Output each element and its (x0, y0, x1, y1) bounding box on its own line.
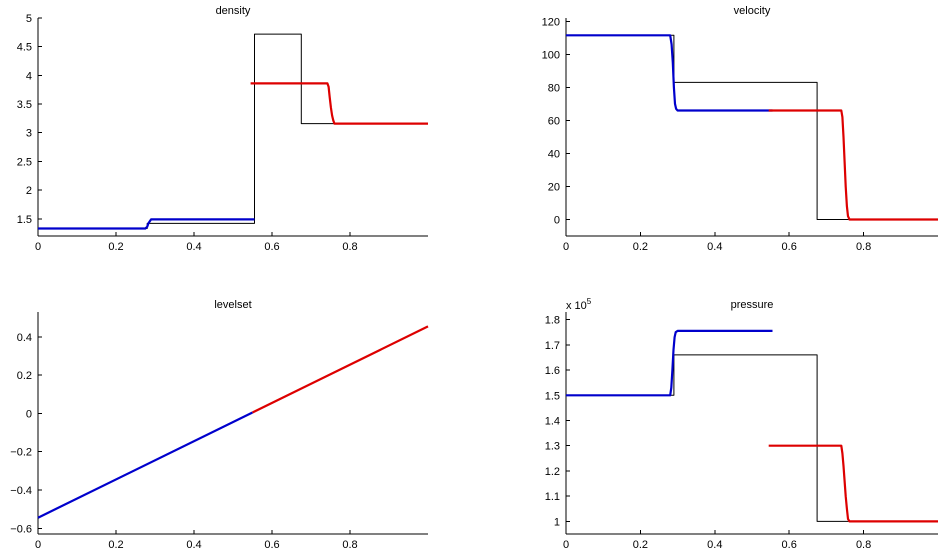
density-x-tick-label: 0 (35, 241, 41, 253)
pressure-y-tick-label: 1.4 (545, 415, 560, 427)
velocity-series-line-2 (768, 109, 938, 221)
pressure-x-tick-label: 0.8 (856, 539, 871, 551)
pressure-y-tick-label: 1 (554, 516, 560, 528)
velocity-x-tick-label: 0.2 (633, 241, 648, 253)
levelset-x-tick-label: 0.2 (108, 539, 123, 551)
pressure-y-tick-label: 1.7 (545, 340, 560, 352)
velocity-x-tick-label: 0 (563, 241, 569, 253)
pressure-exponent-label: x 105 (566, 297, 592, 312)
velocity-y-tick-label: 80 (548, 82, 560, 94)
density-y-tick-label: 4 (26, 70, 32, 82)
levelset-y-tick-label: −0.6 (10, 523, 32, 535)
velocity-series-line-1 (566, 34, 773, 112)
levelset-series-line-1 (252, 325, 429, 414)
density-y-tick-label: 4.5 (17, 42, 32, 54)
pressure-x-tick-label: 0.2 (633, 539, 648, 551)
density-y-tick-label: 3 (26, 128, 32, 140)
levelset-panel: 0 0.2 0.4 0.6 0.8 −0.6 −0.4 −0.2 0 0.2 0.4 levelset (10, 299, 429, 551)
velocity-y-tick-label: 0 (554, 214, 560, 226)
pressure-exponent-base: x 10 (566, 300, 587, 312)
levelset-title: levelset (214, 299, 251, 311)
density-y-tick-label: 1.5 (17, 214, 32, 226)
density-x-tick-label: 0.8 (342, 241, 357, 253)
density-y-tick-label: 3.5 (17, 99, 32, 111)
levelset-y-tick-label: 0 (26, 408, 32, 420)
velocity-y-tick-label: 100 (542, 49, 560, 61)
pressure-exponent-power: 5 (587, 297, 592, 306)
density-y-tick-label: 2.5 (17, 156, 32, 168)
pressure-y-tick-label: 1.2 (545, 466, 560, 478)
density-panel: 0 0.2 0.4 0.6 0.8 1.5 2 2.5 3 3.5 4 4.5 5 density (17, 5, 428, 253)
levelset-y-tick-label: −0.2 (10, 447, 32, 459)
velocity-panel: 0 0.2 0.4 0.6 0.8 0 20 40 60 80 100 120 velocity (542, 5, 938, 253)
density-x-tick-label: 0.6 (264, 241, 279, 253)
velocity-y-tick-label: 20 (548, 181, 560, 193)
pressure-y-tick-label: 1.1 (545, 491, 560, 503)
levelset-y-tick-label: −0.4 (10, 485, 32, 497)
levelset-x-tick-label: 0.4 (186, 539, 201, 551)
levelset-x-tick-label: 0.6 (264, 539, 279, 551)
density-x-tick-label: 0.4 (186, 241, 201, 253)
density-series-line-0 (38, 33, 428, 229)
velocity-y-tick-label: 60 (548, 115, 560, 127)
density-series-line-1 (38, 218, 255, 230)
levelset-x-tick-label: 0 (35, 539, 41, 551)
pressure-series-line-0 (566, 354, 938, 522)
pressure-panel: 0 0.2 0.4 0.6 0.8 1 1.1 1.2 1.3 1.4 1.5 1.6 1.7 1.8 pr… (545, 297, 938, 551)
pressure-y-tick-label: 1.8 (545, 315, 560, 327)
pressure-x-tick-label: 0.4 (707, 539, 722, 551)
levelset-series-line-0 (37, 411, 253, 519)
velocity-title: velocity (734, 5, 771, 17)
pressure-series-line-1 (566, 329, 773, 397)
levelset-x-tick-label: 0.8 (342, 539, 357, 551)
pressure-x-tick-label: 0.6 (782, 539, 797, 551)
velocity-series-line-0 (566, 34, 938, 220)
pressure-y-tick-label: 1.3 (545, 441, 560, 453)
velocity-x-tick-label: 0.6 (782, 241, 797, 253)
density-y-tick-label: 5 (26, 13, 32, 25)
velocity-x-tick-label: 0.8 (856, 241, 871, 253)
levelset-y-tick-label: 0.2 (17, 370, 32, 382)
velocity-y-tick-label: 40 (548, 148, 560, 160)
velocity-y-tick-label: 120 (542, 16, 560, 28)
density-y-tick-label: 2 (26, 185, 32, 197)
pressure-series-line-2 (768, 444, 938, 523)
velocity-x-tick-label: 0.4 (707, 241, 722, 253)
pressure-y-tick-label: 1.6 (545, 365, 560, 377)
pressure-y-tick-label: 1.5 (545, 390, 560, 402)
density-series-line-2 (250, 82, 428, 125)
pressure-title: pressure (731, 299, 774, 311)
density-x-tick-label: 0.2 (108, 241, 123, 253)
pressure-x-tick-label: 0 (563, 539, 569, 551)
levelset-y-tick-label: 0.4 (17, 332, 32, 344)
density-title: density (216, 5, 251, 17)
